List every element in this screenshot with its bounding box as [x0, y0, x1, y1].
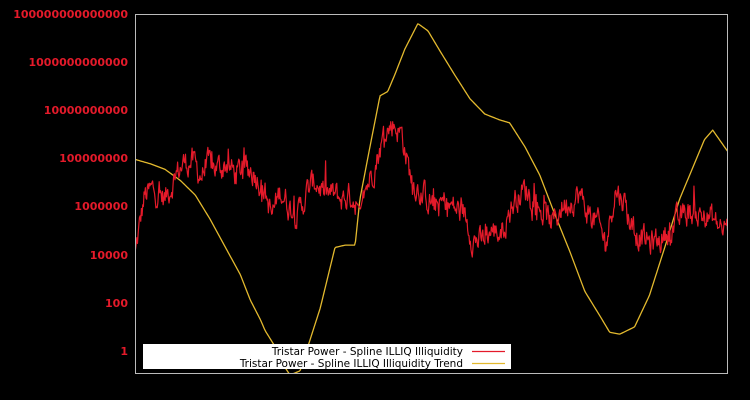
y-axis-tick-labels: 100000000000000 1000000000000 1000000000…	[13, 8, 128, 358]
trend-line	[135, 23, 728, 374]
plot-series	[135, 23, 728, 374]
legend-label-trend: Tristar Power - Spline ILLIQ Illiquidity…	[239, 358, 463, 370]
y-tick-label: 1	[120, 345, 128, 358]
plot-area-frame	[135, 14, 728, 374]
legend-box	[143, 344, 511, 369]
legend: Tristar Power - Spline ILLIQ Illiquidity…	[143, 344, 511, 370]
y-tick-label: 10000	[90, 249, 129, 262]
y-tick-label: 1000000	[74, 200, 128, 213]
y-tick-label: 100000000	[59, 152, 128, 165]
y-tick-label: 10000000000	[44, 104, 129, 117]
legend-label-illiquidity: Tristar Power - Spline ILLIQ Illiquidity	[271, 346, 463, 358]
y-tick-label: 1000000000000	[29, 56, 129, 69]
y-tick-label: 100000000000000	[13, 8, 128, 21]
y-tick-label: 100	[105, 297, 128, 310]
illiquidity-line	[135, 121, 728, 258]
